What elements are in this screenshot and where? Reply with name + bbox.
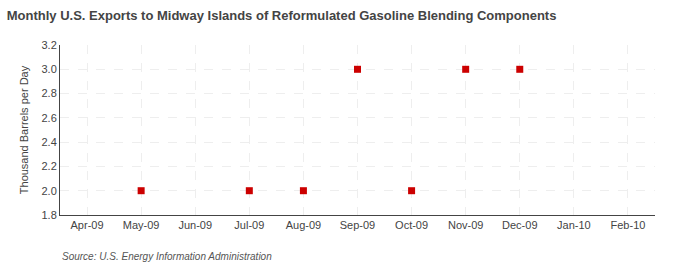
svg-text:2.4: 2.4 — [42, 136, 57, 148]
svg-text:Jan-10: Jan-10 — [557, 219, 591, 231]
svg-text:Dec-09: Dec-09 — [502, 219, 537, 231]
svg-text:2.2: 2.2 — [42, 160, 57, 172]
svg-text:Oct-09: Oct-09 — [395, 219, 428, 231]
svg-text:Jul-09: Jul-09 — [234, 219, 264, 231]
svg-text:Sep-09: Sep-09 — [340, 219, 375, 231]
svg-text:3.2: 3.2 — [42, 39, 57, 51]
svg-text:May-09: May-09 — [123, 219, 160, 231]
svg-text:Nov-09: Nov-09 — [448, 219, 483, 231]
svg-text:Source: U.S. Energy Informatio: Source: U.S. Energy Information Administ… — [62, 251, 272, 262]
svg-text:2.0: 2.0 — [42, 185, 57, 197]
svg-text:Thousand Barrels per Day: Thousand Barrels per Day — [18, 65, 30, 194]
svg-text:Feb-10: Feb-10 — [611, 219, 646, 231]
svg-text:1.8: 1.8 — [42, 209, 57, 221]
svg-text:Jun-09: Jun-09 — [178, 219, 212, 231]
svg-text:Aug-09: Aug-09 — [286, 219, 321, 231]
svg-text:2.6: 2.6 — [42, 112, 57, 124]
svg-text:2.8: 2.8 — [42, 87, 57, 99]
svg-text:3.0: 3.0 — [42, 63, 57, 75]
svg-text:Monthly U.S. Exports to Midway: Monthly U.S. Exports to Midway Islands o… — [7, 8, 557, 23]
svg-text:Apr-09: Apr-09 — [71, 219, 104, 231]
